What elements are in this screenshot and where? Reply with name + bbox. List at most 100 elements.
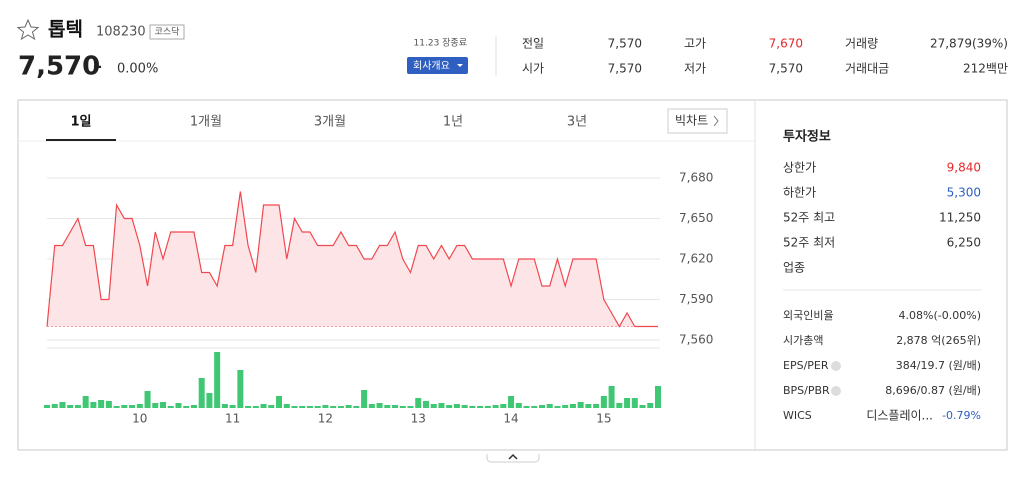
big-chart-button[interactable]	[667, 108, 728, 134]
favorite-star[interactable]	[16, 18, 40, 41]
volume-bar	[260, 404, 267, 408]
summary-label: 거래대금	[845, 62, 889, 76]
volume-bar	[129, 405, 136, 408]
volume-bar	[639, 405, 646, 408]
price-area	[47, 191, 658, 327]
volume-bar	[531, 406, 538, 408]
help-icon	[831, 361, 841, 371]
volume-bar	[206, 393, 213, 408]
volume-bar	[229, 405, 236, 408]
volume-bar	[477, 406, 484, 408]
stock-name: 톱텍	[48, 19, 83, 41]
volume-bar	[105, 401, 112, 408]
period-tab: 3개월	[314, 115, 346, 130]
market-status: 11.23 장종료	[414, 38, 467, 49]
collapse-handle[interactable]	[486, 454, 540, 463]
summary-label: 시가	[522, 62, 544, 76]
summary-value: 7,570	[769, 62, 803, 76]
summary-value: 27,879(39%)	[930, 37, 1008, 51]
volume-bar	[283, 404, 290, 408]
y-tick-label: 7,680	[679, 171, 713, 185]
volume-bar	[577, 402, 584, 408]
volume-bar	[500, 404, 507, 408]
volume-bar	[353, 406, 360, 408]
info-value: 384/19.7 (원/배)	[896, 359, 981, 372]
x-tick-label: 11	[225, 412, 240, 426]
volume-bar	[368, 404, 375, 408]
big-chart-label: 빅차트	[675, 114, 708, 128]
volume-bar	[593, 404, 600, 408]
volume-bar	[624, 398, 631, 408]
summary-label: 전일	[522, 37, 544, 51]
volume-bar	[314, 406, 321, 408]
volume-bar	[655, 386, 661, 408]
volume-bar	[306, 406, 313, 408]
volume-bar	[299, 406, 306, 408]
volume-bar	[167, 406, 174, 408]
volume-bar	[446, 405, 453, 408]
info-label: BPS/PBR	[783, 384, 830, 397]
volume-bar	[361, 390, 368, 408]
volume-bar	[245, 406, 252, 408]
y-tick-label: 7,620	[679, 252, 713, 266]
volume-bar	[384, 405, 391, 408]
volume-bar	[647, 403, 654, 408]
volume-bar	[484, 406, 491, 408]
volume-bar	[144, 391, 151, 408]
summary-value: 7,670	[769, 37, 803, 51]
volume-bar	[407, 406, 414, 408]
price-line	[46, 191, 658, 328]
volume-bar	[322, 405, 329, 408]
volume-bar	[569, 404, 576, 408]
info-value: 6,250	[947, 236, 981, 250]
summary-value: 7,570	[608, 62, 642, 76]
x-tick-label: 10	[132, 412, 147, 426]
volume-bar	[51, 404, 58, 408]
volume-bar	[608, 386, 615, 408]
volume-bar	[399, 406, 406, 408]
x-tick-label: 15	[596, 412, 611, 426]
stock-code: 108230	[96, 25, 146, 40]
volume-bar	[113, 406, 120, 408]
summary-label: 거래량	[845, 37, 878, 51]
volume-bar	[152, 403, 159, 408]
company-button-label: 회사개요	[413, 60, 450, 72]
info-label: 업종	[783, 261, 805, 275]
y-tick-label: 7,590	[679, 292, 713, 306]
volume-bar	[538, 405, 545, 408]
x-tick-label: 13	[411, 412, 426, 426]
info-value: 5,300	[947, 186, 981, 200]
volume-bar	[82, 396, 89, 408]
company-button[interactable]	[407, 57, 468, 74]
volume-bar	[136, 404, 143, 408]
volume-bar	[430, 404, 437, 408]
volume-bar	[523, 406, 530, 408]
invest-title: 투자정보	[783, 129, 831, 145]
info-value: 11,250	[939, 211, 981, 225]
volume-bar	[276, 396, 283, 408]
summary-value: 212백만	[963, 62, 1008, 76]
volume-bar	[337, 406, 344, 408]
info-label: 외국인비율	[783, 309, 834, 322]
volume-bar	[237, 370, 244, 408]
volume-bar	[562, 405, 569, 408]
collapse-arrow	[508, 453, 518, 460]
volume-bar	[221, 404, 228, 408]
volume-bar	[175, 403, 182, 408]
period-tab: 1년	[443, 115, 463, 130]
info-label: 52주 최고	[783, 211, 835, 225]
y-tick-label: 7,560	[679, 333, 713, 347]
change: –	[93, 56, 102, 77]
volume-bar	[98, 400, 105, 408]
volume-bar	[183, 406, 190, 408]
help-icon	[831, 386, 841, 396]
period-tab: 1개월	[190, 115, 222, 130]
info-value: 디스플레이...	[866, 409, 933, 423]
volume-bar	[291, 406, 298, 408]
volume-bar	[422, 401, 429, 408]
volume-bar	[330, 406, 337, 408]
change-rate: 0.00%	[117, 62, 158, 77]
volume-bar	[600, 396, 607, 408]
